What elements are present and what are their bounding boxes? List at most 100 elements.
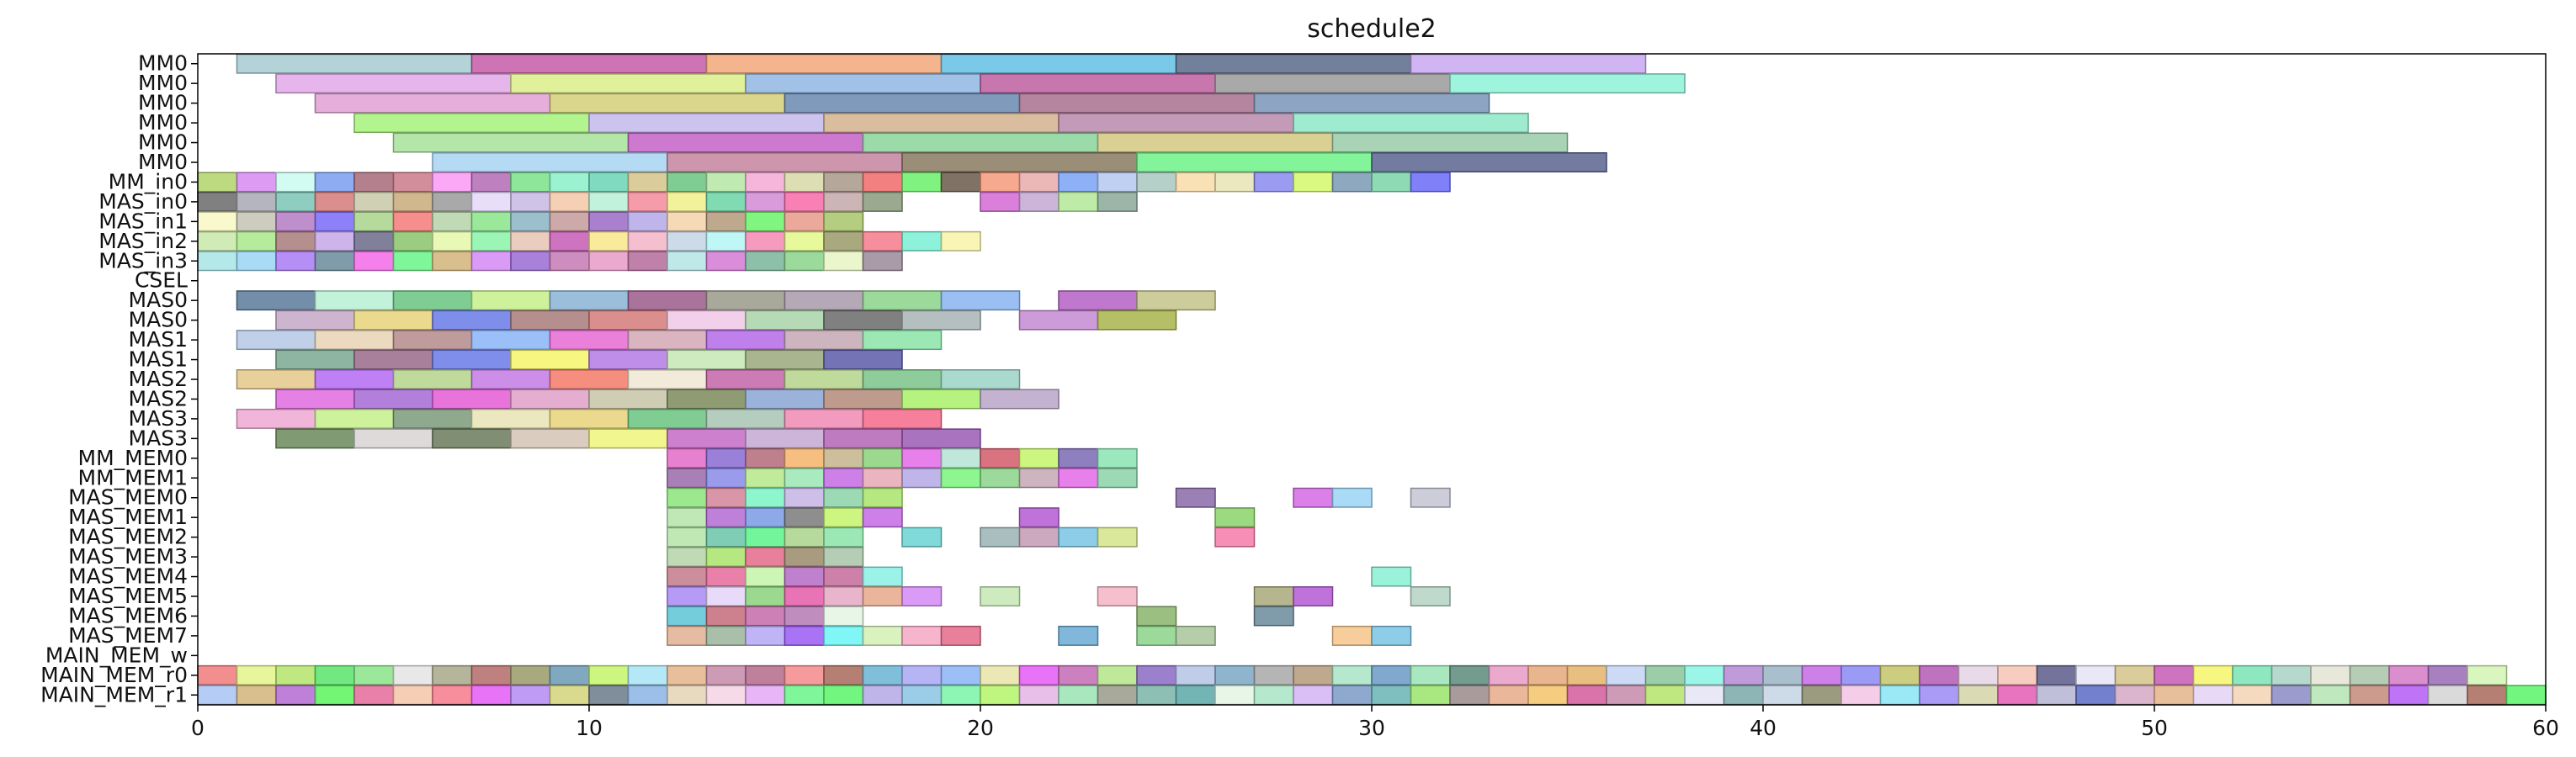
task-bar (549, 664, 590, 686)
task-bar (432, 428, 512, 449)
task-bar (667, 547, 708, 568)
task-bar (2192, 685, 2233, 706)
task-bar (783, 566, 825, 587)
task-bar (1175, 487, 1216, 508)
task-bar (275, 389, 355, 410)
task-bar (470, 251, 512, 272)
y-axis: MM0MM0MM0MM0MM0MM0MM_in0MAS_in0MAS_in1MA… (40, 51, 198, 707)
x-tick-label: 10 (576, 716, 603, 740)
task-bar (2114, 664, 2155, 686)
task-bar (823, 428, 903, 449)
y-tick-label: MAS_MEM5 (68, 584, 188, 608)
task-bar (314, 172, 355, 193)
task-bar (275, 230, 316, 251)
task-bar (275, 251, 316, 272)
task-bar (1684, 685, 1725, 706)
task-bar (275, 172, 316, 193)
task-bar (627, 172, 668, 193)
task-bar (901, 172, 943, 193)
y-tick-label: MAS1 (129, 347, 188, 372)
task-bar (667, 447, 708, 468)
task-bar (940, 625, 981, 646)
task-bar (667, 527, 708, 548)
task-bar (1097, 468, 1138, 489)
task-bar (549, 369, 629, 389)
task-bar (275, 211, 316, 232)
y-tick-label: MAS_MEM3 (68, 544, 188, 569)
task-bar (1214, 664, 1256, 686)
task-bar (901, 152, 1138, 172)
task-bar (314, 191, 355, 212)
task-bar (1488, 685, 1529, 706)
task-bar (1253, 664, 1294, 686)
task-bar (392, 408, 473, 429)
task-bar (745, 586, 786, 606)
task-bar (901, 664, 943, 686)
task-bar (783, 547, 825, 568)
task-bar (1058, 685, 1099, 706)
task-bar (667, 349, 746, 370)
task-bar (823, 191, 864, 212)
task-bar (783, 507, 825, 528)
task-bar (549, 685, 590, 706)
task-bar (627, 132, 864, 153)
task-bar (1410, 685, 1451, 706)
task-bar (2036, 685, 2077, 706)
task-bar (783, 527, 825, 548)
y-tick-label: MAS3 (129, 406, 188, 431)
task-bar (823, 507, 864, 528)
task-bar (1879, 685, 1920, 706)
task-bar (2271, 664, 2312, 686)
task-bar (432, 191, 473, 212)
task-bar (667, 566, 708, 587)
task-bar (823, 664, 864, 686)
task-bar (783, 369, 864, 389)
task-bar (2388, 685, 2430, 706)
task-bar (314, 290, 395, 311)
task-bar (745, 685, 786, 706)
task-bar (1018, 507, 1060, 528)
task-bar (1293, 113, 1529, 134)
task-bar (1762, 664, 1803, 686)
task-bar (745, 211, 786, 232)
task-bar (353, 113, 590, 134)
task-bar (783, 211, 825, 232)
y-tick-label: MAIN_MEM_w (45, 643, 188, 667)
task-bar (627, 330, 708, 351)
task-bar (1840, 664, 1882, 686)
task-bar (783, 290, 864, 311)
task-bar (627, 369, 708, 389)
task-bar (705, 625, 746, 646)
task-bar (314, 664, 355, 686)
task-bar (314, 230, 355, 251)
task-bar (783, 685, 825, 706)
task-bar (705, 330, 786, 351)
y-tick-label: MAS0 (129, 308, 188, 332)
task-bar (236, 230, 277, 251)
task-bar (705, 172, 746, 193)
task-bar (940, 468, 981, 489)
task-bar (236, 191, 277, 212)
task-bar (2310, 685, 2351, 706)
task-bar (783, 487, 825, 508)
task-bar (1214, 527, 1256, 548)
task-bar (862, 408, 943, 429)
task-bar (667, 211, 708, 232)
task-bar (745, 606, 786, 627)
task-bar (1175, 625, 1216, 646)
task-bar (549, 191, 590, 212)
y-tick-label: MM0 (138, 51, 188, 76)
task-bar (783, 447, 825, 468)
task-bar (823, 211, 864, 232)
task-bar (1919, 664, 1960, 686)
task-bar (1293, 685, 1334, 706)
task-bar (1879, 664, 1920, 686)
task-bar (901, 685, 943, 706)
task-bar (627, 211, 668, 232)
task-bar (667, 230, 708, 251)
task-bar (1331, 685, 1373, 706)
task-bar (510, 251, 551, 272)
task-bar (353, 389, 433, 410)
task-bar (1801, 664, 1842, 686)
task-bar (2232, 685, 2273, 706)
